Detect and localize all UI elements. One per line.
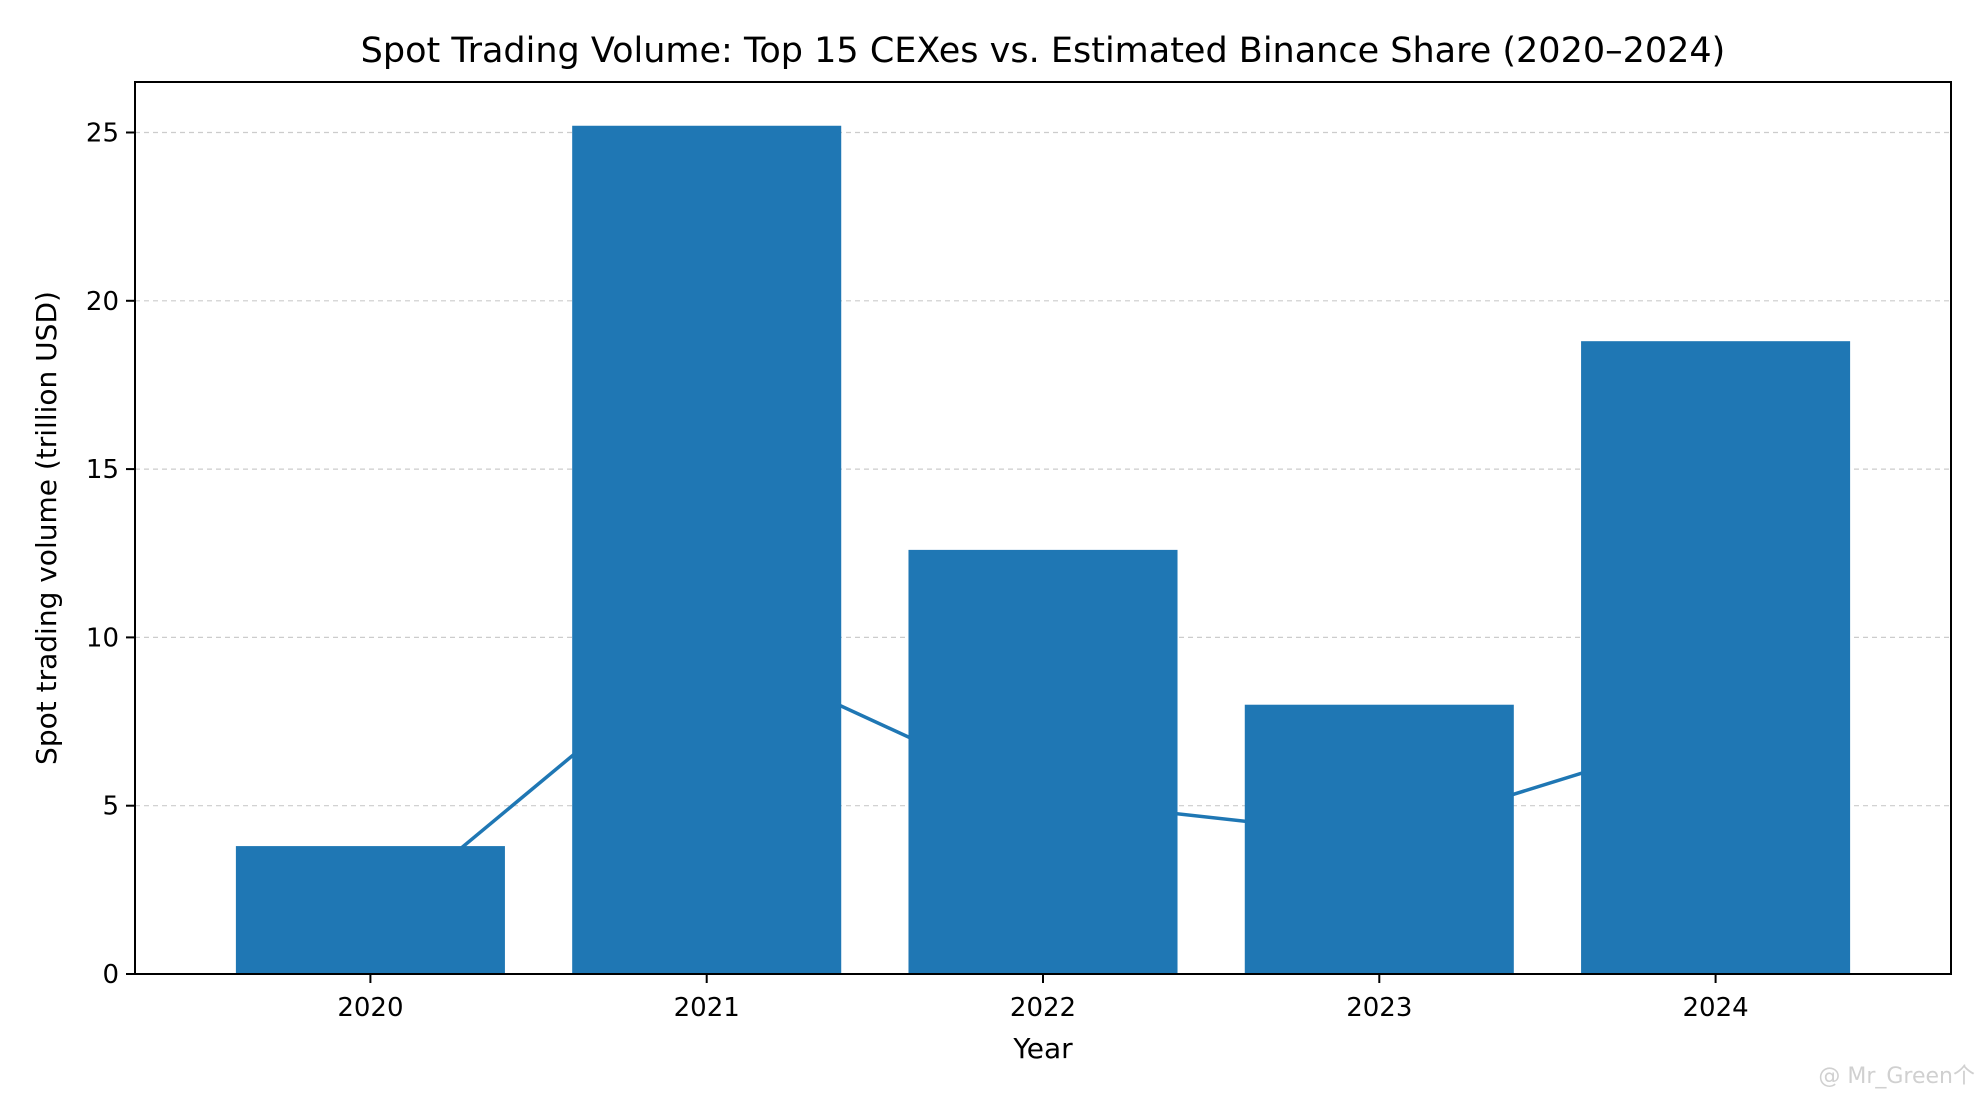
y-tick-label-0: 0	[102, 960, 119, 990]
y-tick-label-25: 25	[86, 118, 119, 148]
y-axis-label: Spot trading volume (trillion USD)	[30, 291, 63, 765]
bar-2021	[572, 125, 842, 975]
y-tick-label-10: 10	[86, 623, 119, 653]
y-tick-label-20: 20	[86, 287, 119, 317]
bar-2022	[908, 549, 1178, 974]
x-tick-label-2023: 2023	[1346, 993, 1412, 1023]
bar-2024	[1581, 341, 1851, 974]
x-axis-ticks: 2020 2021 2022 2023 2024	[337, 974, 1749, 1023]
y-tick-label-5: 5	[102, 792, 119, 822]
bar-2020	[235, 846, 505, 974]
bar-series-layer	[235, 125, 1851, 975]
chart-title: Spot Trading Volume: Top 15 CEXes vs. Es…	[361, 31, 1726, 71]
x-tick-label-2020: 2020	[337, 993, 403, 1023]
x-tick-label-2021: 2021	[674, 993, 740, 1023]
x-tick-label-2022: 2022	[1010, 993, 1076, 1023]
watermark-text: @ Mr_Green个	[1818, 1064, 1975, 1089]
x-tick-label-2024: 2024	[1683, 993, 1749, 1023]
x-axis-label: Year	[1012, 1032, 1073, 1065]
y-axis-ticks: 0 5 10 15 20 25	[86, 118, 135, 990]
bar-2023	[1244, 704, 1514, 974]
y-tick-label-15: 15	[86, 455, 119, 485]
